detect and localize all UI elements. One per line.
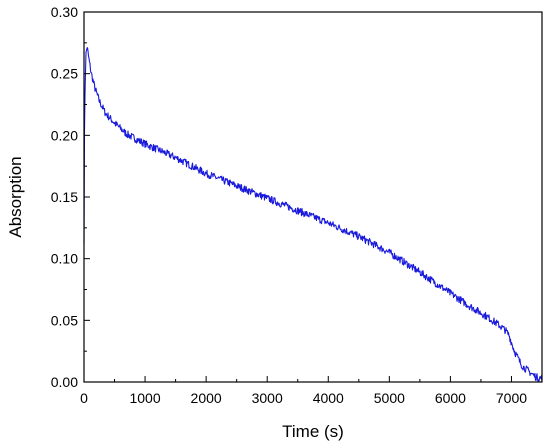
y-tick-label: 0.20 [51, 127, 78, 143]
y-tick-label: 0.30 [51, 4, 78, 20]
x-tick-label: 1000 [129, 390, 160, 406]
y-tick-label: 0.00 [51, 374, 78, 390]
x-tick-label: 6000 [435, 390, 466, 406]
y-axis-ticks: 0.00 0.05 0.10 0.15 0.20 0.25 0.30 [51, 4, 90, 390]
data-layer [83, 47, 543, 382]
x-axis-ticks: 0 1000 2000 3000 4000 5000 6000 7000 [80, 376, 527, 406]
x-tick-label: 7000 [496, 390, 527, 406]
plot-frame [83, 11, 543, 383]
x-tick-label: 0 [80, 390, 88, 406]
series-line-0 [83, 47, 543, 382]
y-tick-label: 0.05 [51, 312, 78, 328]
x-axis-label: Time (s) [282, 422, 344, 441]
y-tick-label: 0.10 [51, 251, 78, 267]
x-tick-label: 3000 [252, 390, 283, 406]
y-axis-label: Absorption [6, 156, 25, 237]
x-tick-label: 4000 [313, 390, 344, 406]
x-tick-label: 2000 [191, 390, 222, 406]
plot-area: 0 1000 2000 3000 4000 5000 6000 7000 0.000.050.… [51, 4, 543, 406]
y-tick-label: 0.25 [51, 66, 78, 82]
y-tick-label: 0.15 [51, 189, 78, 205]
x-tick-label: 5000 [374, 390, 405, 406]
